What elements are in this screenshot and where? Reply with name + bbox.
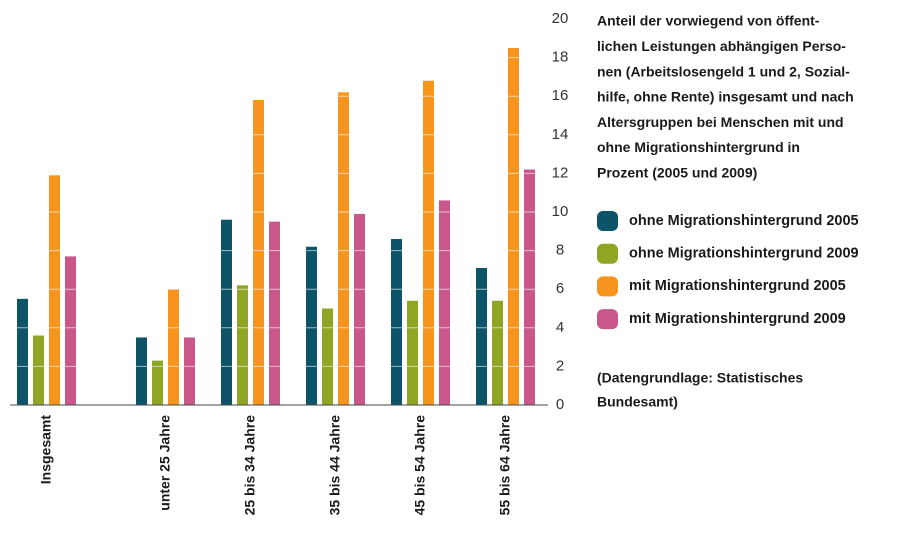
- legend-label: ohne Migrationshintergrund 2009: [629, 246, 859, 262]
- chart-title: lichen Leistungen abhängigen Perso-: [597, 38, 846, 54]
- legend-swatch: [597, 276, 618, 297]
- bar: [49, 175, 60, 405]
- y-tick-label: 4: [556, 319, 564, 336]
- legend-label: mit Migrationshintergrund 2005: [629, 278, 846, 294]
- chart-title: nen (Arbeitslosengeld 1 und 2, Sozial-: [597, 63, 850, 79]
- bar: [439, 200, 450, 405]
- y-tick-label: 18: [552, 49, 569, 66]
- bar: [269, 221, 280, 405]
- x-tick-label: 25 bis 34 Jahre: [242, 415, 258, 516]
- y-tick-label: 20: [552, 10, 569, 27]
- bar: [253, 100, 264, 405]
- bar: [338, 92, 349, 405]
- legend-label: mit Migrationshintergrund 2009: [629, 311, 846, 327]
- source-note: (Datengrundlage: Statistisches: [597, 370, 803, 386]
- bar: [306, 246, 317, 405]
- x-tick-label: 45 bis 54 Jahre: [412, 415, 428, 516]
- x-tick-label: 55 bis 64 Jahre: [497, 415, 513, 516]
- legend-swatch: [597, 309, 618, 330]
- bar: [33, 335, 44, 405]
- bar: [492, 300, 503, 405]
- bar: [17, 298, 28, 405]
- y-tick-label: 8: [556, 242, 564, 259]
- bar: [476, 267, 487, 405]
- bar: [354, 213, 365, 405]
- bar: [65, 256, 76, 405]
- y-tick-label: 10: [552, 203, 569, 220]
- y-tick-label: 2: [556, 357, 564, 374]
- x-tick-label: 35 bis 44 Jahre: [327, 415, 343, 516]
- bar: [508, 47, 519, 405]
- source-note: Bundesamt): [597, 394, 678, 410]
- bar: [168, 289, 179, 405]
- bar: [524, 169, 535, 405]
- y-tick-label: 16: [552, 87, 569, 104]
- x-tick-label: unter 25 Jahre: [157, 415, 173, 511]
- legend-label: ohne Migrationshintergrund 2005: [629, 213, 859, 229]
- y-tick-label: 6: [556, 280, 564, 297]
- y-tick-label: 14: [552, 126, 569, 143]
- x-tick-label: Insgesamt: [38, 415, 54, 485]
- y-tick-label: 12: [552, 164, 569, 181]
- bar: [391, 239, 402, 405]
- legend-swatch: [597, 243, 618, 264]
- bar: [152, 360, 163, 405]
- bar: [407, 300, 418, 405]
- chart-title: Anteil der vorwiegend von öffent-: [597, 13, 820, 29]
- y-tick-label: 0: [556, 396, 564, 413]
- bar: [221, 219, 232, 405]
- chart-title: Altersgruppen bei Menschen mit und: [597, 114, 844, 130]
- legend-swatch: [597, 211, 618, 231]
- chart-title: Prozent (2005 und 2009): [597, 165, 757, 181]
- bar: [136, 337, 147, 405]
- bar: [237, 285, 248, 405]
- chart-title: ohne Migrationshintergrund in: [597, 139, 800, 155]
- bar: [184, 337, 195, 405]
- bar: [423, 80, 434, 405]
- bar: [322, 308, 333, 405]
- chart-title: hilfe, ohne Rente) insgesamt und nach: [597, 89, 854, 105]
